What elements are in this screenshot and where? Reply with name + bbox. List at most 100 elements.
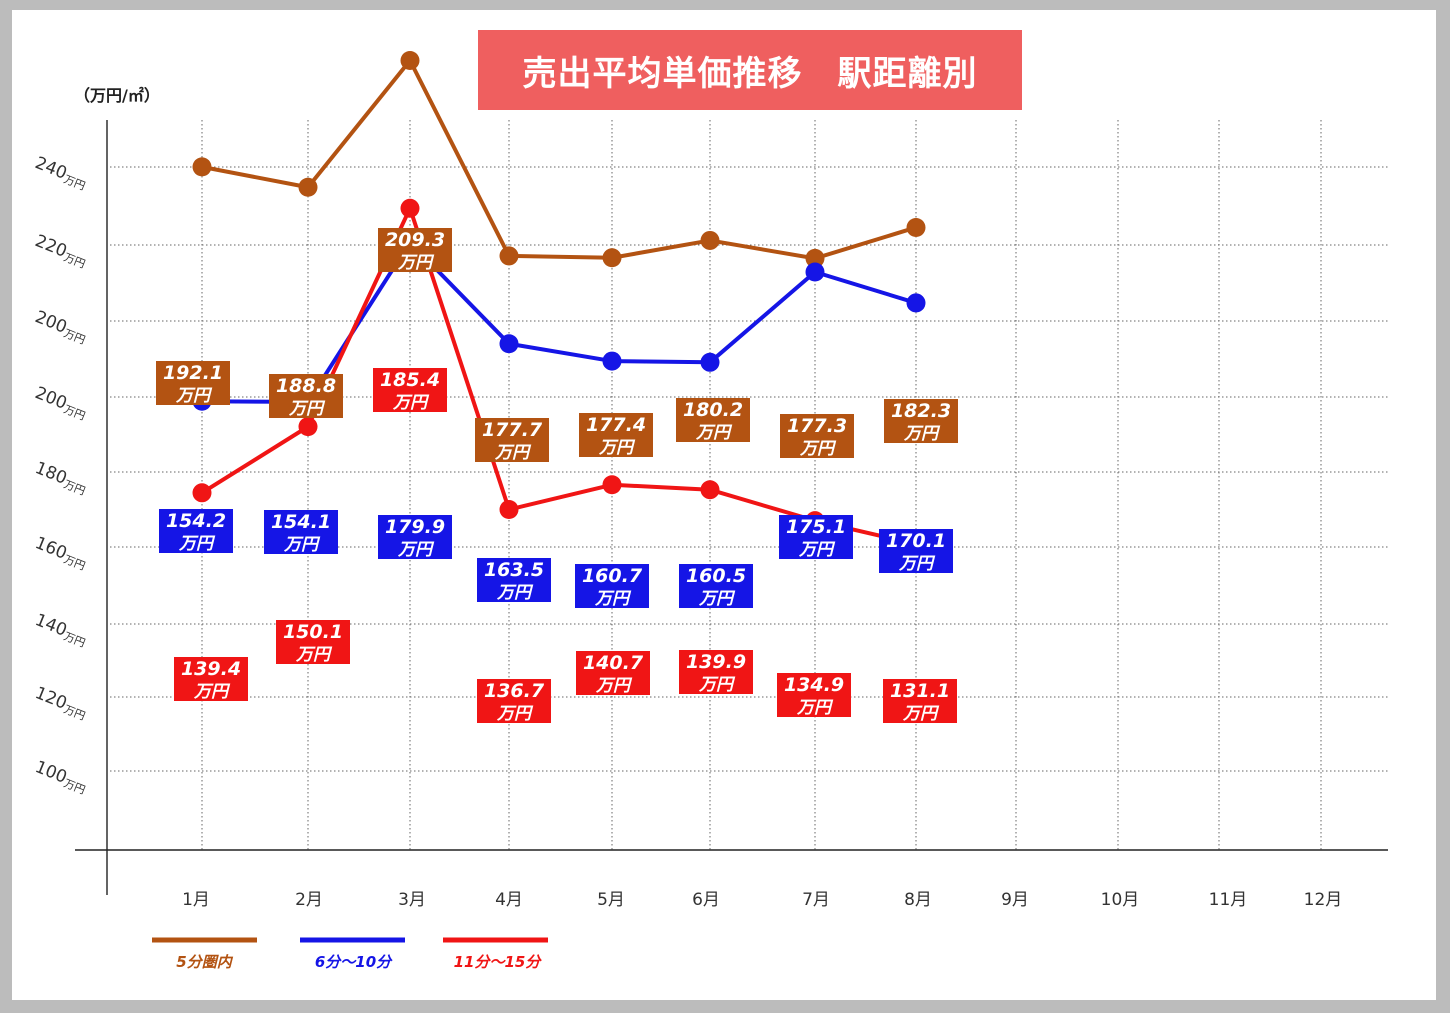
data-label: 177.3万円: [780, 414, 854, 459]
data-label-value: 175.1: [786, 516, 846, 538]
x-tick-label: 7月: [802, 890, 830, 910]
data-label-box: [269, 374, 343, 418]
data-point: [192, 157, 212, 177]
data-label-unit: 万円: [496, 583, 534, 603]
y-tick-label: 160万円: [32, 533, 90, 573]
chart-frame: 売出平均単価推移 駅距離別 （万円/㎡） 100万円 120万円 140万円 160万…: [12, 10, 1436, 1000]
data-label: 160.5万円: [679, 564, 753, 609]
data-label-unit: 万円: [178, 534, 216, 554]
data-label-box: [779, 515, 853, 559]
data-label-box: [780, 414, 854, 458]
data-label-box: [576, 651, 650, 695]
data-label-value: 160.7: [582, 565, 643, 587]
data-point: [805, 248, 825, 268]
x-tick-label: 10月: [1101, 890, 1140, 910]
data-label-box: [477, 679, 551, 723]
series-1: [192, 50, 926, 268]
data-label-box: [378, 228, 452, 272]
data-label-box: [156, 361, 230, 405]
data-label-value: 177.3: [787, 415, 847, 437]
y-tick-label: 220万円: [32, 231, 90, 271]
legend-label: 11分～15分: [454, 953, 543, 971]
data-label-value: 136.7: [484, 680, 545, 702]
x-tick-label: 6月: [692, 890, 720, 910]
data-point: [298, 417, 318, 437]
data-point: [400, 50, 420, 70]
data-label-unit: 万円: [193, 682, 231, 702]
data-label-value: 131.1: [890, 680, 950, 702]
y-tick-label: 240万円: [32, 153, 90, 193]
data-label-box: [883, 679, 957, 723]
data-point: [602, 475, 622, 495]
legend-label: 6分～10分: [315, 953, 393, 971]
data-label-unit: 万円: [799, 439, 837, 459]
data-point: [499, 246, 519, 266]
chart-axes: [75, 120, 1388, 895]
data-label-unit: 万円: [903, 424, 941, 444]
data-point: [700, 230, 720, 250]
data-label: 170.1万円: [879, 529, 953, 574]
data-labels-1: 192.1万円 188.8万円209.3万円177.7万円177.4万円180.2…: [156, 228, 958, 463]
data-label-box: [477, 558, 551, 602]
data-label: 139.4万円: [174, 657, 248, 702]
line-chart: 100万円 120万円 140万円 160万円 180万円 200万円 200万円 220万円…: [32, 50, 1388, 971]
x-tick-labels: 1月 2月 3月 4月 5月 6月 7月 8月 9月 10月 11月 12月: [182, 890, 1342, 910]
y-tick-label: 140万円: [32, 610, 90, 650]
chart-grid: [110, 120, 1388, 850]
data-label-value: 179.9: [385, 516, 445, 538]
data-label-value: 154.2: [166, 510, 226, 532]
legend-item: 11分～15分: [443, 937, 548, 971]
data-point: [602, 248, 622, 268]
data-label: 163.5万円: [477, 558, 551, 603]
data-labels-3: 139.4万円150.1万円185.4万円136.7万円140.7万円139.9…: [174, 368, 957, 724]
data-point: [192, 483, 212, 503]
y-tick-label: 100万円: [32, 757, 90, 797]
data-label-value: 177.7: [482, 419, 543, 441]
legend-item: 6分～10分: [300, 937, 405, 971]
data-label: 182.3万円: [884, 399, 958, 444]
data-label-unit: 万円: [288, 399, 326, 419]
x-tick-label: 3月: [398, 890, 426, 910]
data-label-unit: 万円: [598, 438, 636, 458]
data-point: [499, 334, 519, 354]
data-label-unit: 万円: [695, 423, 733, 443]
data-label-value: 134.9: [784, 674, 844, 696]
data-label-value: 180.2: [683, 399, 743, 421]
y-tick-label: 200万円: [32, 307, 90, 347]
legend-label: 5分圏内: [176, 953, 233, 971]
data-label-box: [879, 529, 953, 573]
x-tick-label: 11月: [1209, 890, 1248, 910]
data-label-value: 185.4: [380, 369, 440, 391]
x-tick-label: 9月: [1001, 890, 1029, 910]
data-label-box: [679, 650, 753, 694]
data-label-unit: 万円: [698, 675, 736, 695]
data-label: 177.7万円: [475, 418, 549, 463]
data-label-unit: 万円: [902, 704, 940, 724]
y-tick-label: 180万円: [32, 458, 90, 498]
data-point: [700, 480, 720, 500]
data-label: 179.9万円: [378, 515, 452, 560]
data-label-unit: 万円: [796, 698, 834, 718]
data-label-box: [579, 413, 653, 457]
data-label: 134.9万円: [777, 673, 851, 718]
data-label-unit: 万円: [397, 253, 435, 273]
legend-item: 5分圏内: [152, 937, 257, 971]
data-labels-2: 154.2万円154.1万円179.9万円163.5万円160.7万円160.5…: [159, 509, 953, 609]
data-label: 150.1万円: [276, 620, 350, 665]
data-label-unit: 万円: [898, 554, 936, 574]
data-label-box: [676, 398, 750, 442]
data-label: 185.4万円: [373, 368, 447, 413]
y-tick-labels: 100万円 120万円 140万円 160万円 180万円 200万円 200万円 220万円…: [32, 153, 90, 797]
x-tick-label: 12月: [1304, 890, 1343, 910]
data-label-value: 209.3: [385, 229, 445, 251]
data-label-box: [378, 515, 452, 559]
data-point: [499, 500, 519, 520]
data-label-unit: 万円: [698, 589, 736, 609]
data-label-value: 139.9: [686, 651, 746, 673]
data-point: [298, 177, 318, 197]
data-label-value: 160.5: [686, 565, 746, 587]
data-label-unit: 万円: [283, 535, 321, 555]
y-axis-unit-label: （万円/㎡）: [74, 86, 160, 105]
data-label-value: 150.1: [283, 621, 343, 643]
data-label-unit: 万円: [496, 704, 534, 724]
